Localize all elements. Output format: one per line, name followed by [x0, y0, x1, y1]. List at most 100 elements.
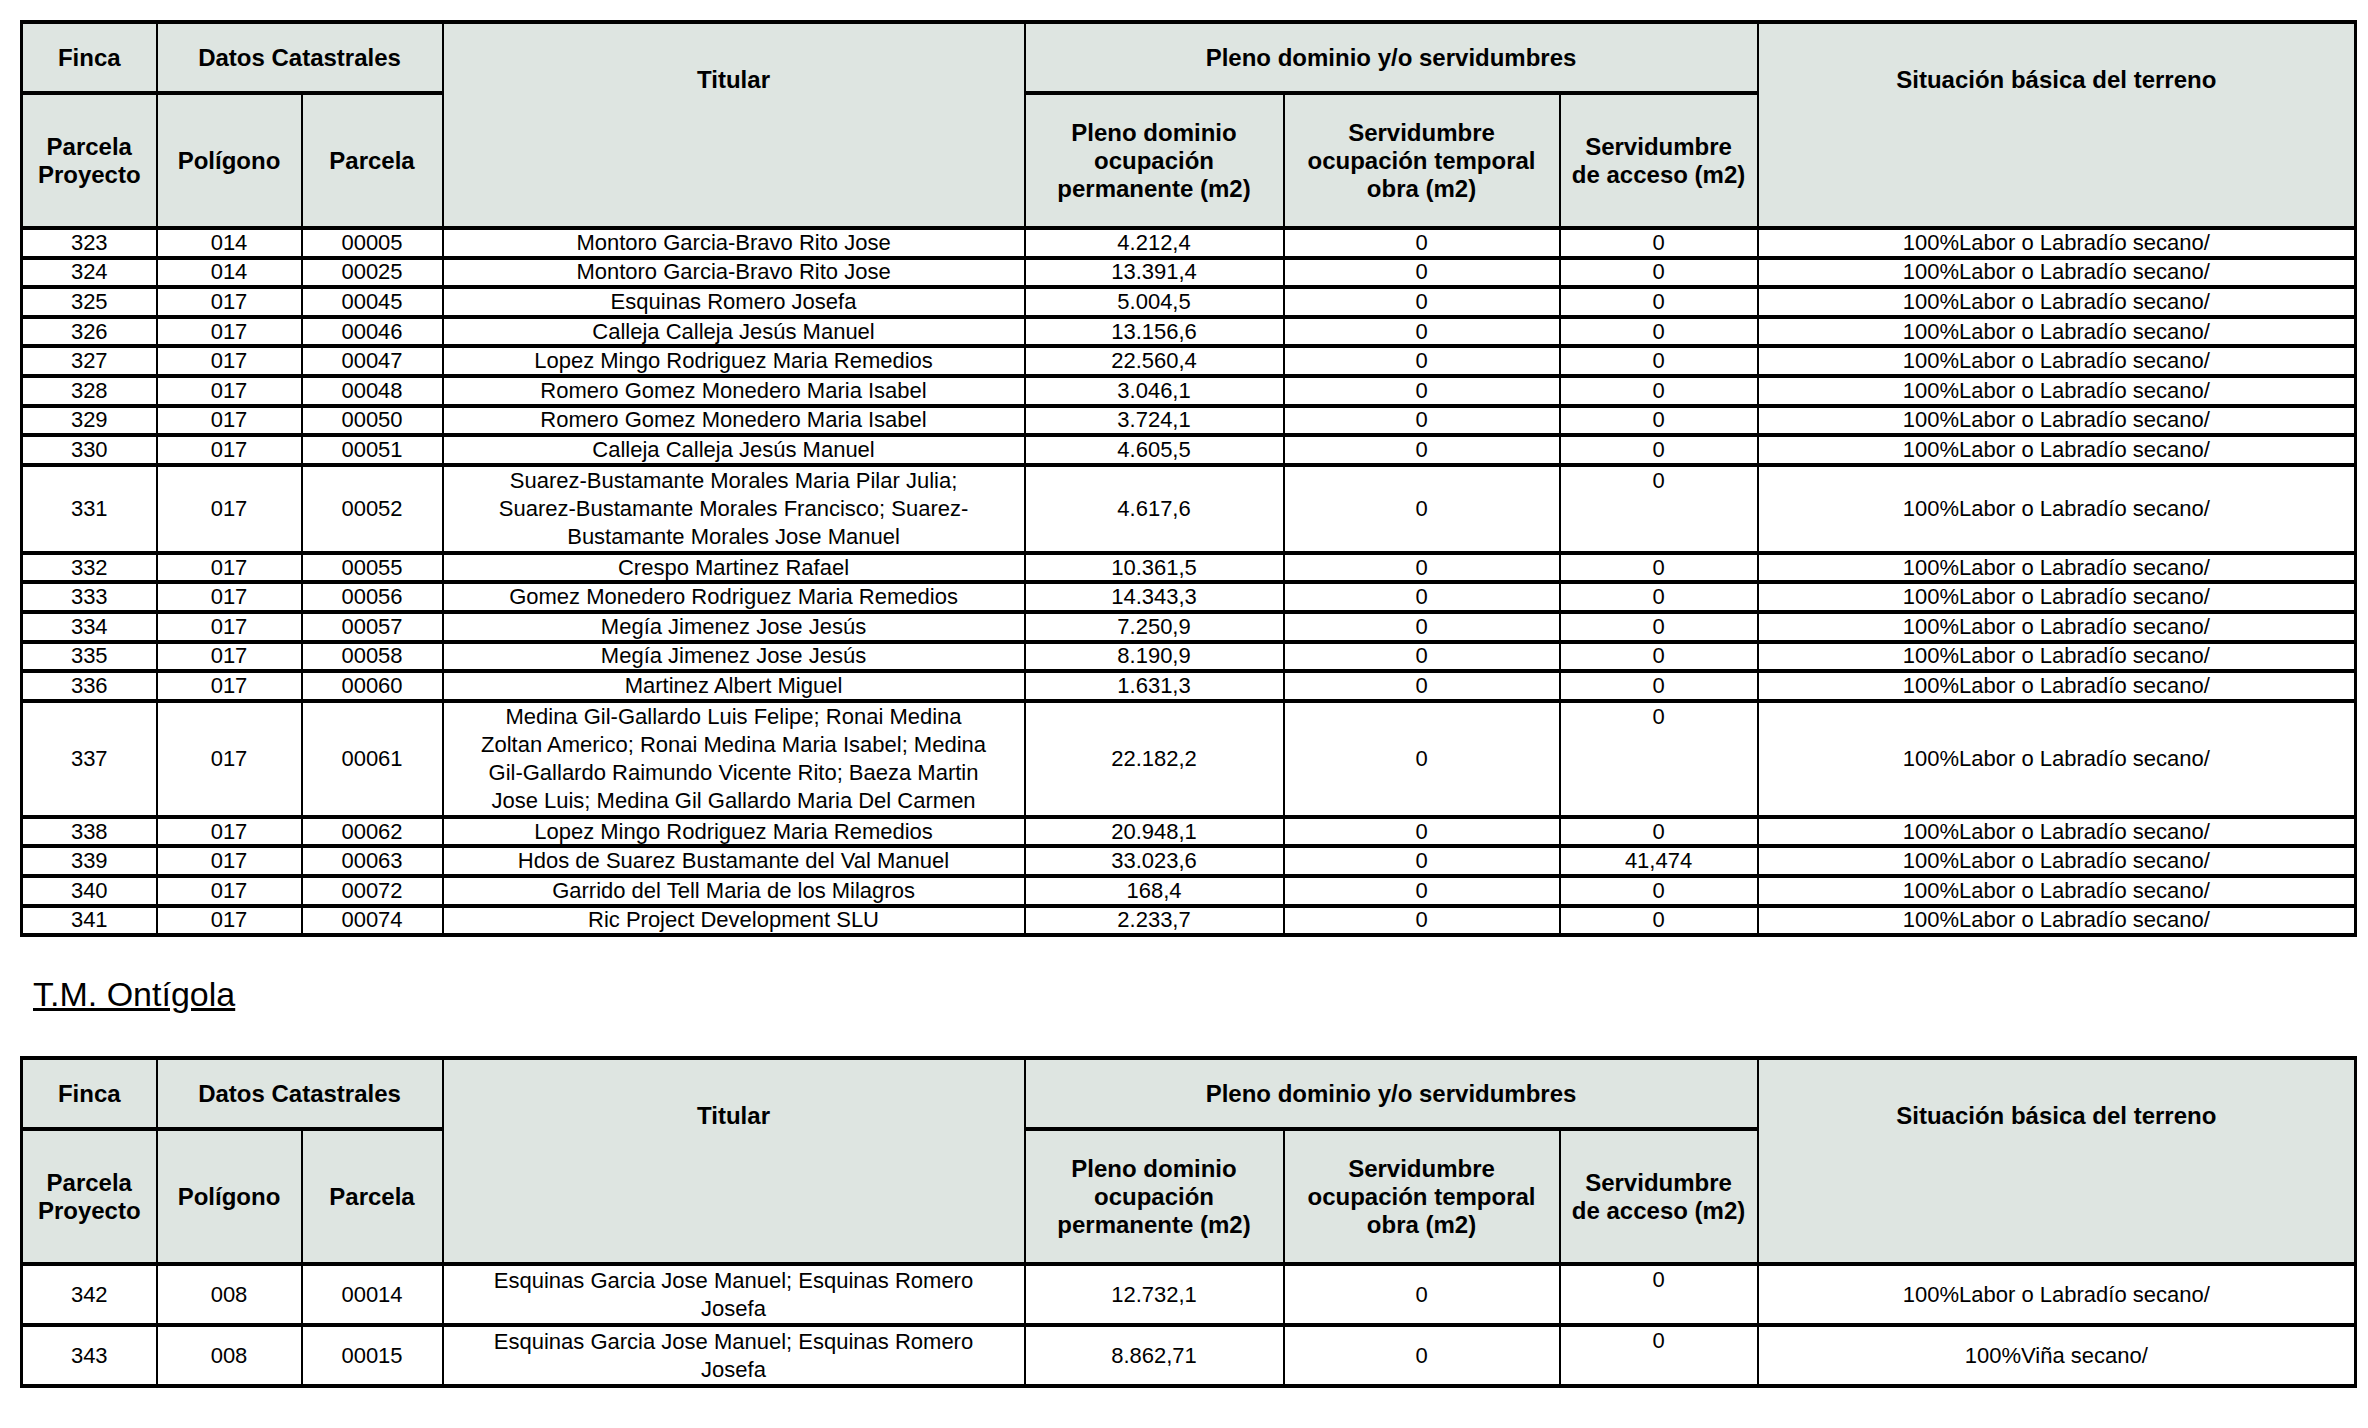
cell-situacion: 100%Labor o Labradío secano/ — [1758, 876, 2356, 906]
header-parcela-proyecto: Parcela Proyecto — [22, 93, 157, 228]
cell-serv-temporal: 0 — [1284, 876, 1560, 906]
cell-pleno-dominio: 7.250,9 — [1025, 612, 1284, 642]
cell-situacion: 100%Labor o Labradío secano/ — [1758, 582, 2356, 612]
cell-serv-temporal: 0 — [1284, 1264, 1560, 1325]
cell-pleno-dominio: 1.631,3 — [1025, 671, 1284, 701]
cell-situacion: 100%Labor o Labradío secano/ — [1758, 612, 2356, 642]
cell-poligono: 017 — [157, 346, 302, 376]
cell-parcela: 00052 — [302, 465, 443, 553]
cell-titular: Martinez Albert Miguel — [443, 671, 1025, 701]
cell-serv-temporal: 0 — [1284, 906, 1560, 936]
cell-parcela: 00005 — [302, 228, 443, 258]
cell-titular: Montoro Garcia-Bravo Rito Jose — [443, 258, 1025, 288]
cell-serv-acceso: 0 — [1560, 346, 1758, 376]
cell-titular: Calleja Calleja Jesús Manuel — [443, 435, 1025, 465]
cell-pleno-dominio: 168,4 — [1025, 876, 1284, 906]
cell-pleno-dominio: 4.617,6 — [1025, 465, 1284, 553]
cell-serv-acceso: 0 — [1560, 553, 1758, 583]
cell-serv-acceso: 0 — [1560, 406, 1758, 436]
cell-serv-temporal: 0 — [1284, 317, 1560, 347]
table-row: 33801700062Lopez Mingo Rodriguez Maria R… — [22, 817, 2356, 847]
cell-poligono: 017 — [157, 671, 302, 701]
cell-pleno-dominio: 5.004,5 — [1025, 287, 1284, 317]
header-pleno-dominio-group: Pleno dominio y/o servidumbres — [1025, 22, 1758, 93]
cell-serv-acceso: 0 — [1560, 671, 1758, 701]
table-body-1: 32301400005Montoro Garcia-Bravo Rito Jos… — [22, 228, 2356, 935]
cell-situacion: 100%Labor o Labradío secano/ — [1758, 671, 2356, 701]
cell-serv-temporal: 0 — [1284, 1325, 1560, 1386]
expropriation-table-1: Finca Datos Catastrales Titular Pleno do… — [20, 20, 2357, 937]
cell-pleno-dominio: 3.046,1 — [1025, 376, 1284, 406]
cell-serv-acceso: 0 — [1560, 876, 1758, 906]
cell-serv-temporal: 0 — [1284, 435, 1560, 465]
header-serv-temporal: Servidumbre ocupación temporal obra (m2) — [1284, 1129, 1560, 1264]
table-row: 32401400025Montoro Garcia-Bravo Rito Jos… — [22, 258, 2356, 288]
cell-poligono: 008 — [157, 1325, 302, 1386]
cell-parcela-proyecto: 341 — [22, 906, 157, 936]
cell-pleno-dominio: 20.948,1 — [1025, 817, 1284, 847]
cell-parcela: 00055 — [302, 553, 443, 583]
cell-parcela: 00063 — [302, 846, 443, 876]
cell-parcela-proyecto: 335 — [22, 642, 157, 672]
cell-parcela: 00046 — [302, 317, 443, 347]
header-serv-acceso: Servidumbre de acceso (m2) — [1560, 1129, 1758, 1264]
header-pleno-dominio: Pleno dominio ocupación permanente (m2) — [1025, 1129, 1284, 1264]
cell-serv-acceso: 0 — [1560, 906, 1758, 936]
cell-serv-acceso: 0 — [1560, 817, 1758, 847]
header-situacion: Situación básica del terreno — [1758, 22, 2356, 228]
cell-situacion: 100%Labor o Labradío secano/ — [1758, 346, 2356, 376]
cell-situacion: 100%Labor o Labradío secano/ — [1758, 435, 2356, 465]
cell-serv-temporal: 0 — [1284, 346, 1560, 376]
cell-titular: Crespo Martinez Rafael — [443, 553, 1025, 583]
cell-parcela-proyecto: 330 — [22, 435, 157, 465]
cell-poligono: 017 — [157, 406, 302, 436]
cell-serv-temporal: 0 — [1284, 258, 1560, 288]
table-row: 33401700057Megía Jimenez Jose Jesús7.250… — [22, 612, 2356, 642]
cell-parcela-proyecto: 327 — [22, 346, 157, 376]
cell-parcela: 00048 — [302, 376, 443, 406]
table-row: 32701700047Lopez Mingo Rodriguez Maria R… — [22, 346, 2356, 376]
cell-titular: Lopez Mingo Rodriguez Maria Remedios — [443, 817, 1025, 847]
cell-poligono: 014 — [157, 228, 302, 258]
cell-serv-temporal: 0 — [1284, 671, 1560, 701]
cell-poligono: 014 — [157, 258, 302, 288]
cell-poligono: 008 — [157, 1264, 302, 1325]
cell-serv-acceso: 41,474 — [1560, 846, 1758, 876]
cell-pleno-dominio: 4.212,4 — [1025, 228, 1284, 258]
cell-poligono: 017 — [157, 376, 302, 406]
cell-titular: Hdos de Suarez Bustamante del Val Manuel — [443, 846, 1025, 876]
cell-situacion: 100%Labor o Labradío secano/ — [1758, 317, 2356, 347]
cell-parcela-proyecto: 326 — [22, 317, 157, 347]
header-poligono: Polígono — [157, 93, 302, 228]
table-row: 34101700074Ric Project Development SLU2.… — [22, 906, 2356, 936]
cell-pleno-dominio: 4.605,5 — [1025, 435, 1284, 465]
table-row: 33901700063Hdos de Suarez Bustamante del… — [22, 846, 2356, 876]
cell-serv-temporal: 0 — [1284, 465, 1560, 553]
cell-parcela: 00025 — [302, 258, 443, 288]
table-row: 33101700052Suarez-Bustamante Morales Mar… — [22, 465, 2356, 553]
cell-parcela: 00047 — [302, 346, 443, 376]
cell-titular: Esquinas Romero Josefa — [443, 287, 1025, 317]
cell-serv-temporal: 0 — [1284, 701, 1560, 817]
cell-serv-acceso: 0 — [1560, 317, 1758, 347]
cell-parcela-proyecto: 325 — [22, 287, 157, 317]
cell-parcela: 00062 — [302, 817, 443, 847]
cell-parcela-proyecto: 323 — [22, 228, 157, 258]
cell-parcela-proyecto: 343 — [22, 1325, 157, 1386]
table-row: 33301700056Gomez Monedero Rodriguez Mari… — [22, 582, 2356, 612]
cell-titular: Gomez Monedero Rodriguez Maria Remedios — [443, 582, 1025, 612]
table-row: 34200800014Esquinas Garcia Jose Manuel; … — [22, 1264, 2356, 1325]
header-parcela-proyecto: Parcela Proyecto — [22, 1129, 157, 1264]
cell-situacion: 100%Labor o Labradío secano/ — [1758, 701, 2356, 817]
cell-parcela-proyecto: 333 — [22, 582, 157, 612]
cell-parcela: 00015 — [302, 1325, 443, 1386]
header-datos-catastrales: Datos Catastrales — [157, 1058, 443, 1129]
cell-parcela: 00074 — [302, 906, 443, 936]
cell-parcela-proyecto: 334 — [22, 612, 157, 642]
cell-serv-temporal: 0 — [1284, 287, 1560, 317]
header-pleno-dominio: Pleno dominio ocupación permanente (m2) — [1025, 93, 1284, 228]
cell-parcela: 00060 — [302, 671, 443, 701]
table-row: 33501700058Megía Jimenez Jose Jesús8.190… — [22, 642, 2356, 672]
cell-serv-acceso: 0 — [1560, 1325, 1758, 1386]
header-titular: Titular — [443, 22, 1025, 228]
